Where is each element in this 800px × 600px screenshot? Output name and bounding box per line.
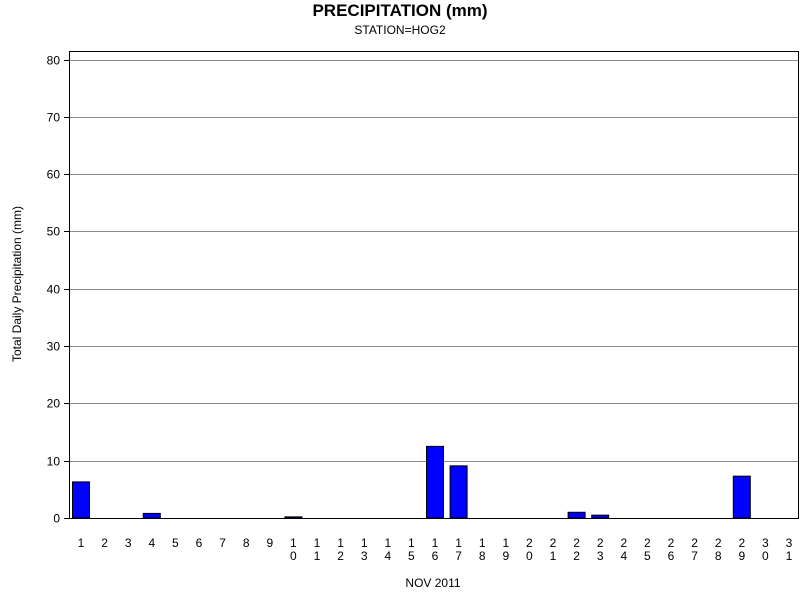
y-tick-label: 80	[47, 54, 61, 68]
y-tick-label: 40	[47, 283, 61, 297]
x-tick-label-9: 9	[266, 536, 273, 550]
bar-day-22	[567, 511, 586, 519]
bar-day-16	[426, 445, 444, 519]
x-tick-label-6: 6	[196, 536, 203, 550]
y-tick-label: 30	[47, 340, 61, 354]
x-ticks: 1 2 3 4 5 6 7 8 9 1 01 11 21 31 41 51 61 71 81 92 02 12 22 32 42…	[78, 536, 793, 563]
y-ticks: 0 10 20 30 40 50 60 70 80	[47, 54, 69, 526]
x-tick-label-8: 8	[243, 536, 250, 550]
bar-day-1	[72, 481, 90, 519]
y-tick-label: 70	[47, 111, 61, 125]
x-tick-label-7: 7	[219, 536, 226, 550]
x-tick-label-1: 1	[78, 536, 85, 550]
y-tick-label: 0	[53, 512, 60, 526]
bar-series	[72, 445, 751, 519]
y-tick-label: 50	[47, 225, 61, 239]
chart-subtitle: STATION=HOG2	[354, 23, 446, 37]
axes	[69, 51, 799, 519]
plot-frame	[69, 51, 799, 519]
x-tick-label-5: 5	[172, 536, 179, 550]
bar-day-10	[284, 516, 303, 519]
gridlines	[69, 60, 799, 462]
y-tick-label: 10	[47, 455, 61, 469]
bar-day-17	[449, 465, 468, 519]
chart-title: PRECIPITATION (mm)	[312, 1, 488, 20]
bar-day-23	[591, 514, 610, 519]
x-tick-label-4: 4	[148, 536, 155, 550]
bar-day-29	[732, 475, 751, 519]
bar-day-4	[142, 512, 161, 519]
x-tick-label-3: 3	[125, 536, 132, 550]
y-tick-label: 20	[47, 397, 61, 411]
y-tick-label: 60	[47, 168, 61, 182]
x-tick-label-2: 2	[101, 536, 108, 550]
x-axis-label: NOV 2011	[405, 576, 461, 590]
